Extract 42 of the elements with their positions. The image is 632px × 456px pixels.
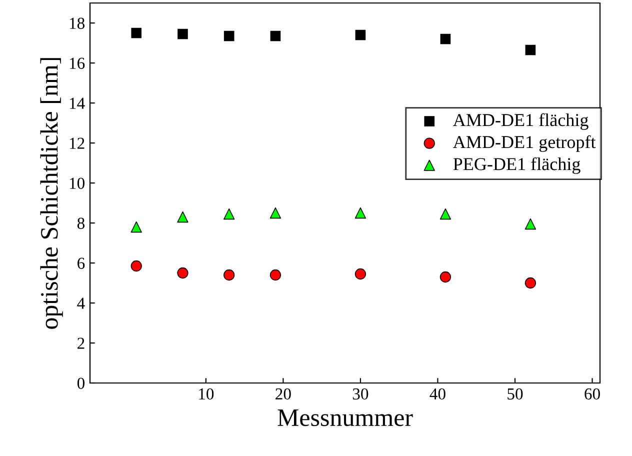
y-tick-label: 14 [70, 98, 85, 109]
point [270, 207, 282, 219]
point [440, 34, 451, 44]
x-tick-label: 60 [584, 388, 600, 400]
x-tick-label: 10 [199, 388, 214, 400]
point [131, 28, 142, 38]
legend-label: AMD-DE1 getropft [453, 135, 596, 152]
legend-label: AMD-DE1 flächig [453, 113, 588, 130]
x-tick-label: 20 [276, 388, 291, 400]
point [177, 211, 188, 223]
point [270, 30, 281, 42]
y-tick-label: 16 [70, 58, 85, 69]
x-tick-label: 40 [430, 388, 446, 400]
point [354, 207, 366, 219]
point [524, 277, 536, 289]
y-tick-label: 10 [70, 178, 85, 189]
x-tick-label: 30 [352, 388, 368, 400]
point [224, 208, 235, 220]
point [224, 30, 234, 42]
y-tick-label: 12 [70, 138, 84, 149]
point [270, 269, 282, 281]
y-axis-title: optische Schichtdicke [nm] [40, 58, 63, 329]
point [525, 44, 536, 56]
y-tick-label: 2 [78, 338, 84, 349]
x-axis-title: Messnummer [278, 410, 413, 426]
x-tick-label: 50 [508, 388, 523, 400]
point [224, 269, 235, 281]
legend-label: PEG-DE1 flächig [453, 157, 580, 174]
y-tick-label: 6 [78, 258, 85, 269]
point [524, 218, 536, 230]
point [440, 271, 452, 283]
point [130, 260, 142, 272]
y-tick-label: 4 [77, 298, 85, 309]
point [130, 221, 142, 233]
point [177, 267, 188, 279]
point [354, 268, 366, 280]
y-tick-label: 0 [77, 378, 85, 389]
y-tick-label: 8 [77, 218, 85, 229]
point [178, 28, 188, 40]
point [355, 30, 366, 40]
y-tick-label: 18 [70, 18, 85, 29]
point [440, 208, 452, 220]
